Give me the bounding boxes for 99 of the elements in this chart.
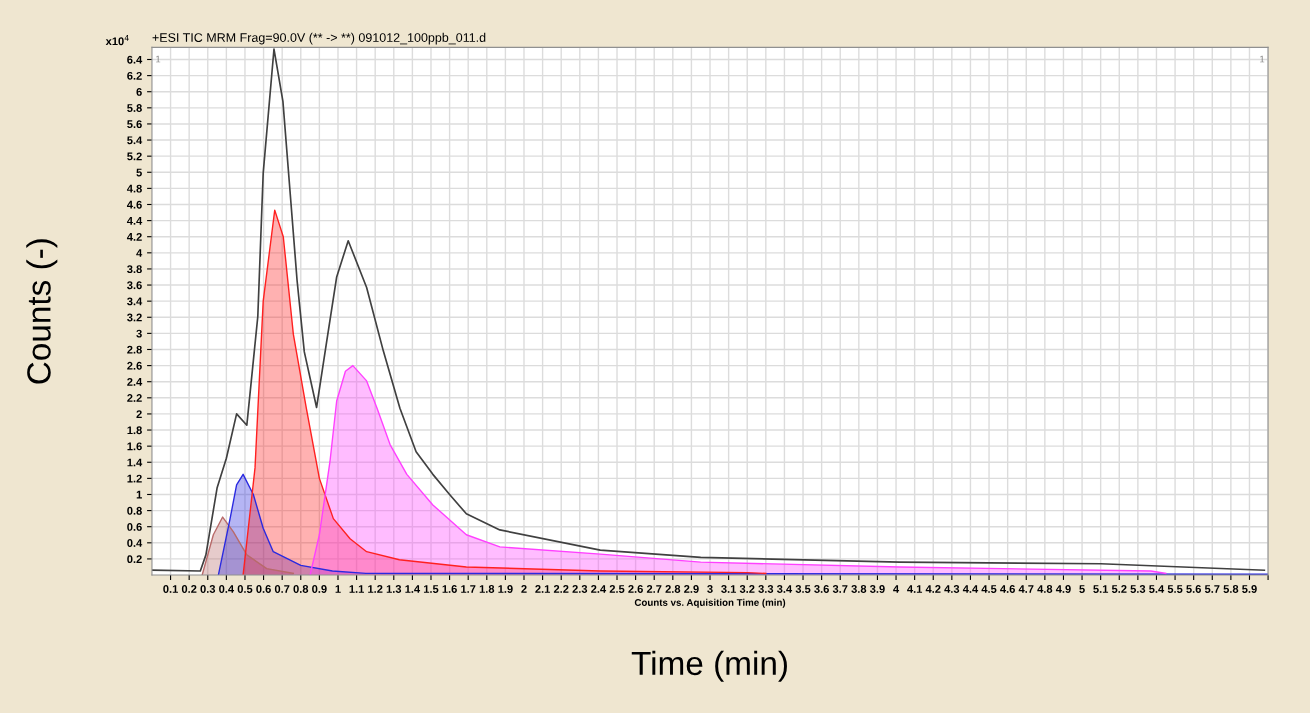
x-tick-label: 4.8: [1037, 585, 1053, 593]
y-tick-label: 1: [136, 490, 142, 499]
annotation: 1: [156, 55, 161, 63]
x-tick-label: 5.4: [1149, 585, 1165, 593]
y-tick-label: 3.8: [127, 265, 142, 274]
x-axis-title: Time (min): [631, 650, 787, 682]
x-tick-label: 1.9: [498, 585, 513, 593]
y-tick-label: 2.2: [127, 394, 142, 402]
x-tick-label: 3.7: [832, 585, 848, 593]
y-tick-label: 3.2: [127, 313, 142, 322]
x-tick-label: 2.1: [535, 585, 551, 593]
x-tick-label: 3.3: [758, 585, 774, 593]
x-tick-label: 4.1: [907, 585, 923, 593]
y-tick-label: 4: [136, 249, 143, 257]
x-tick-label: 0.6: [256, 585, 271, 593]
x-tick-label: 1.4: [405, 585, 421, 593]
x-tick-label: 1.3: [386, 585, 402, 593]
y-tick-label: 2.4: [127, 377, 143, 386]
y-tick-label: 3.4: [127, 297, 143, 306]
x-tick-label: 3.8: [851, 585, 867, 593]
x-tick-label: 1.6: [442, 585, 457, 593]
y-tick-label: 0.4: [127, 539, 143, 547]
x-tick-label: 1.7: [461, 585, 476, 593]
y-tick-label: 4.8: [126, 184, 142, 193]
x-tick-label: 4.7: [1018, 585, 1034, 593]
x-tick-label: 5.5: [1167, 585, 1183, 593]
y-tick-label: 0.8: [127, 506, 142, 515]
y-tick-label: 4.4: [126, 216, 143, 225]
x-tick-label: 3.6: [814, 585, 829, 593]
x-tick-label: 0.3: [200, 585, 216, 593]
x-tick-label: 1.5: [423, 585, 439, 593]
x-tick-label: 2.5: [609, 585, 625, 593]
y-tick-label: 6.4: [127, 55, 143, 64]
x-tick-label: 2.6: [628, 585, 643, 593]
x-tick-label: 0.9: [312, 585, 327, 593]
x-tick-label: 4.9: [1055, 585, 1071, 593]
x-tick-label: 0.8: [293, 585, 309, 593]
y-tick-label: 6.2: [127, 71, 142, 80]
x-tick-label: 1: [335, 585, 341, 593]
x-tick-label: 5.6: [1186, 585, 1201, 593]
x-tick-label: 3.5: [795, 585, 811, 593]
y-tick-label: 1.2: [127, 474, 142, 483]
text: Counts vs. Aquisition Time (min): [634, 598, 786, 608]
y-tick-label: 5.8: [127, 104, 142, 112]
x-tick-label: 3: [707, 585, 713, 593]
line-series: [151, 48, 1266, 572]
x-tick-label: 2.4: [591, 585, 607, 593]
x-tick-label: 1.8: [479, 585, 495, 593]
x-tick-label: 0.1: [163, 585, 178, 593]
y-tick-label: 4.6: [126, 200, 142, 209]
x-tick-label: 2.2: [553, 585, 569, 593]
x-tick-label: 4.2: [925, 585, 941, 593]
x-tick-label: 3.9: [869, 585, 885, 593]
x-tick-label: 3.4: [776, 585, 793, 593]
x-tick-label: 5: [1079, 585, 1085, 593]
y-tick-label: 5.4: [127, 136, 143, 145]
text: x10$^{4}$: [105, 35, 129, 46]
y-tick-label: 1.4: [127, 458, 143, 467]
x-tick-label: 1.1: [349, 585, 364, 593]
y-tick-label: 2: [136, 410, 142, 418]
y-tick-label: 5.2: [127, 152, 142, 161]
y-tick-label: 4.2: [126, 232, 142, 241]
y-tick-label: 0.2: [127, 555, 142, 564]
x-tick-label: 5.3: [1130, 585, 1146, 593]
y-tick-label: 6: [136, 87, 142, 96]
y-tick-label: 2.6: [127, 361, 142, 370]
x-tick-label: 2.7: [646, 585, 662, 593]
x-tick-label: 2: [521, 585, 527, 593]
y-tick-label: 1.8: [127, 426, 142, 435]
x-tick-label: 2.9: [684, 585, 699, 593]
x-tick-label: 4.3: [944, 585, 960, 593]
x-tick-label: 2.8: [665, 585, 681, 593]
chart-title: +ESI TIC MRM Frag=90.0V (** -> **) 091012_100ppb_011.d: [152, 32, 486, 45]
x-tick-label: 5.2: [1111, 585, 1127, 593]
x-tick-label: 2.3: [572, 585, 588, 593]
x-tick-label: 5.1: [1093, 585, 1109, 593]
annotation: 1: [1260, 55, 1265, 63]
x-tick-label: 5.7: [1204, 585, 1220, 593]
y-tick-label: 5: [136, 168, 142, 177]
x-tick-label: 4.5: [981, 585, 997, 593]
x-tick-label: 4.4: [962, 585, 979, 593]
x-tick-label: 3.1: [721, 585, 737, 593]
y-tick-label: 2.8: [127, 345, 142, 354]
y-tick-label: 3: [136, 329, 142, 338]
x-tick-label: 3.2: [739, 585, 755, 593]
x-tick-label: 5.8: [1223, 585, 1239, 593]
x-tick-label: 0.7: [274, 585, 290, 593]
y-tick-label: 0.6: [127, 522, 142, 531]
y-tick-label: 5.6: [127, 120, 142, 129]
y-tick-label: 1.6: [127, 442, 142, 451]
x-tick-label: 0.2: [181, 585, 197, 593]
x-tick-label: 0.5: [237, 585, 253, 593]
y-tick-label: 3.6: [127, 281, 142, 290]
x-tick-label: 5.9: [1242, 585, 1257, 593]
x-tick-label: 4.6: [1000, 585, 1015, 593]
x-tick-label: 4: [893, 585, 900, 593]
x-tick-label: 1.2: [368, 585, 383, 593]
y-axis-title: Counts (-): [26, 239, 58, 384]
x-tick-label: 0.4: [219, 585, 235, 593]
